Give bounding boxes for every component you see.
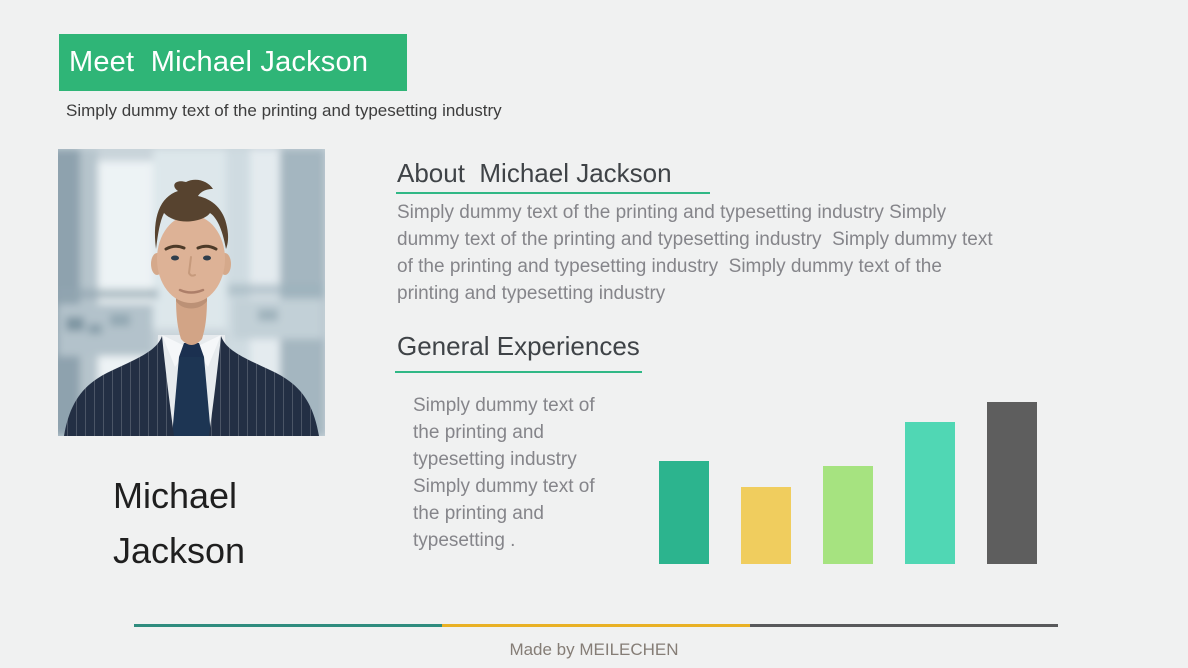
chart-bar-4 — [905, 422, 955, 564]
experiences-heading: General Experiences — [397, 331, 640, 361]
about-heading: About Michael Jackson — [397, 158, 672, 188]
profile-name: Michael Jackson — [113, 475, 246, 571]
title-banner: Meet Michael Jackson — [59, 34, 407, 91]
experiences-body-text: Simply dummy text of the printing and ty… — [413, 395, 595, 551]
chart-bar-1 — [659, 461, 709, 564]
profile-photo — [58, 149, 325, 436]
experiences-underline-rule — [395, 371, 642, 373]
chart-bar-5 — [987, 402, 1037, 564]
chart-bar-3 — [823, 466, 873, 564]
footer-divider — [134, 624, 1058, 627]
experience-bar-chart — [659, 402, 1037, 564]
about-underline-rule — [396, 192, 710, 194]
footer-divider-teal-segment — [134, 624, 442, 627]
slide-title: Meet Michael Jackson — [69, 46, 369, 78]
footer-divider-yellow-segment — [442, 624, 750, 627]
slide-subtitle: Simply dummy text of the printing and ty… — [66, 101, 502, 120]
credit-text: Made by MEILECHEN — [509, 640, 679, 659]
chart-bar-2 — [741, 487, 791, 564]
profile-photo-illustration — [58, 149, 325, 436]
footer-divider-gray-segment — [750, 624, 1058, 627]
about-body-text: Simply dummy text of the printing and ty… — [397, 202, 993, 304]
